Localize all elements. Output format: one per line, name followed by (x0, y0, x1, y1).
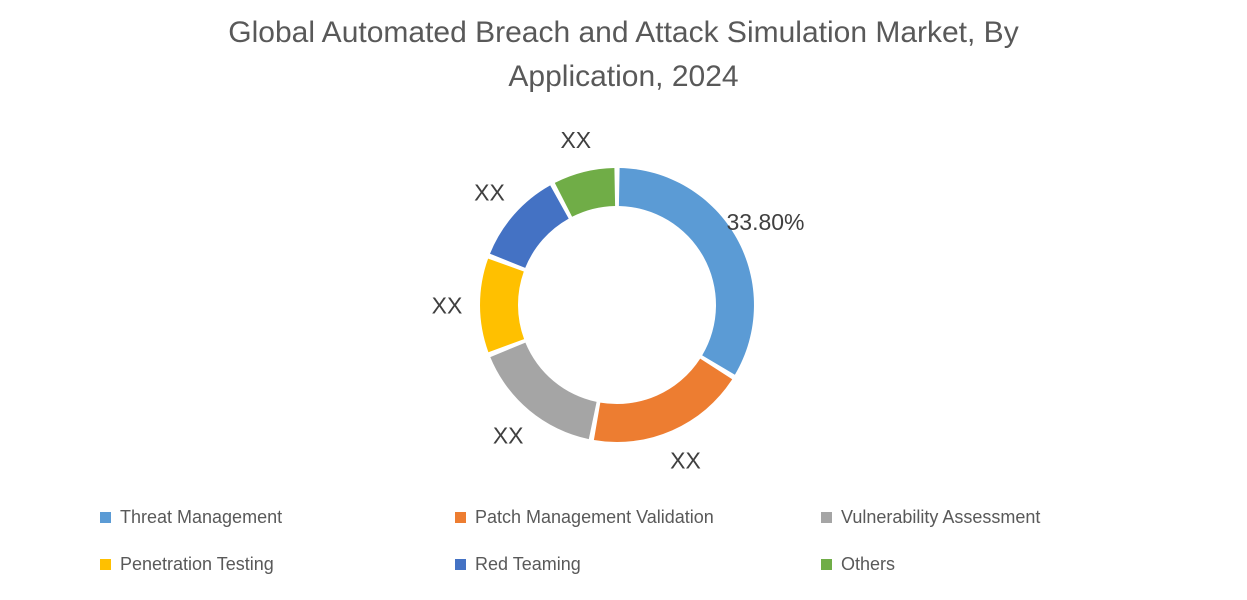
data-label-vulnerability-assessment: XX (493, 423, 524, 449)
slice-vulnerability-assessment (490, 342, 597, 440)
legend-swatch-patch-management-validation (455, 512, 466, 523)
data-label-red-teaming: XX (474, 180, 505, 206)
legend-item-vulnerability-assessment: Vulnerability Assessment (821, 507, 1040, 528)
legend-item-red-teaming: Red Teaming (455, 554, 821, 575)
legend-label: Penetration Testing (120, 554, 274, 574)
slice-others (554, 168, 616, 217)
data-label-threat-management: 33.80% (726, 209, 804, 235)
legend-swatch-vulnerability-assessment (821, 512, 832, 523)
data-label-others: XX (560, 127, 591, 153)
data-label-patch-management-validation: XX (670, 448, 701, 474)
legend-swatch-others (821, 559, 832, 570)
chart-title-line2: Application, 2024 (508, 60, 739, 93)
chart-title: Global Automated Breach and Attack Simul… (0, 11, 1247, 99)
chart-title-line1: Global Automated Breach and Attack Simul… (228, 16, 1019, 49)
legend-label: Others (841, 554, 896, 574)
legend-label: Red Teaming (475, 554, 581, 574)
legend-item-patch-management-validation: Patch Management Validation (455, 507, 821, 528)
legend-swatch-penetration-testing (100, 559, 111, 570)
legend-label: Vulnerability Assessment (841, 507, 1041, 527)
legend-swatch-red-teaming (455, 559, 466, 570)
slice-penetration-testing (480, 258, 525, 353)
chart-legend: Threat Management Patch Management Valida… (100, 507, 1040, 575)
legend-swatch-threat-management (100, 512, 111, 523)
data-label-penetration-testing: XX (432, 293, 463, 319)
legend-item-penetration-testing: Penetration Testing (100, 554, 455, 575)
slice-red-teaming (490, 185, 569, 268)
slice-threat-management (618, 168, 754, 375)
legend-item-others: Others (821, 554, 1040, 575)
legend-label: Patch Management Validation (475, 507, 714, 527)
slice-patch-management-validation (593, 358, 733, 442)
legend-label: Threat Management (120, 507, 283, 527)
legend-item-threat-management: Threat Management (100, 507, 455, 528)
